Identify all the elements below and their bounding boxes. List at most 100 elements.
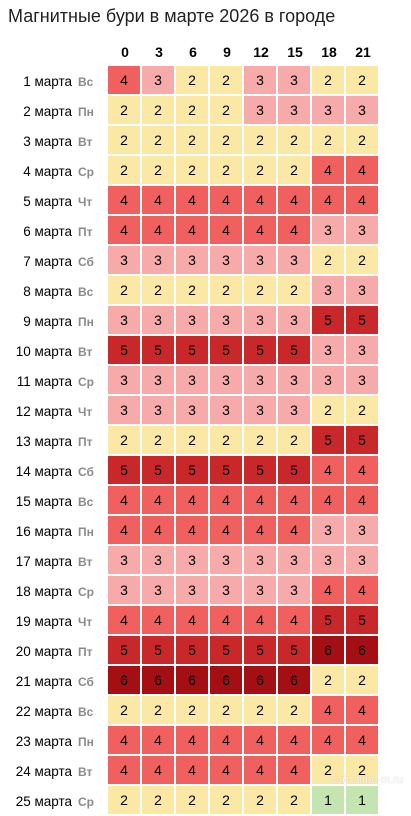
table-row: 24 марта Вт 4 4 4 4 4 4 2 2	[0, 756, 380, 786]
date-label: 23 марта	[15, 733, 72, 749]
row-label: 12 марта Чт	[0, 396, 108, 426]
kp-cell: 4	[142, 756, 176, 786]
kp-cell: 2	[312, 756, 346, 786]
kp-cell: 4	[108, 516, 142, 546]
kp-cell: 2	[312, 246, 346, 276]
kp-cell: 3	[210, 246, 244, 276]
date-label: 7 марта	[23, 253, 72, 269]
weekday-label: Вт	[78, 764, 93, 779]
date-label: 2 марта	[23, 103, 72, 119]
kp-cell: 3	[346, 276, 380, 306]
hour-header: 3	[155, 44, 163, 60]
kp-cell: 4	[142, 726, 176, 756]
hour-header: 0	[121, 44, 129, 60]
kp-cell: 5	[346, 306, 380, 336]
row-label: 4 марта Ср	[0, 156, 108, 186]
kp-cell: 3	[346, 336, 380, 366]
kp-cell: 4	[278, 756, 312, 786]
kp-cell: 2	[278, 126, 312, 156]
row-label: 15 марта Вс	[0, 486, 108, 516]
kp-cell: 4	[244, 756, 278, 786]
kp-cell: 2	[244, 276, 278, 306]
kp-cell: 5	[108, 636, 142, 666]
kp-cell: 4	[142, 186, 176, 216]
table-row: 18 марта Ср 3 3 3 3 3 3 4 4	[0, 576, 380, 606]
row-label: 24 марта Вт	[0, 756, 108, 786]
kp-cell: 3	[210, 306, 244, 336]
kp-cell: 4	[108, 486, 142, 516]
weekday-label: Ср	[78, 794, 94, 809]
table-row: 19 марта Чт 4 4 4 4 4 4 5 5	[0, 606, 380, 636]
row-label: 13 марта Пт	[0, 426, 108, 456]
table-row: 15 марта Вс 4 4 4 4 4 4 4 4	[0, 486, 380, 516]
kp-cell: 4	[278, 516, 312, 546]
kp-cell: 2	[244, 126, 278, 156]
kp-cell: 2	[210, 156, 244, 186]
row-label: 19 марта Чт	[0, 606, 108, 636]
kp-cell: 3	[176, 546, 210, 576]
table-row: 14 марта Сб 5 5 5 5 5 5 4 4	[0, 456, 380, 486]
row-label: 11 марта Ср	[0, 366, 108, 396]
row-label: 8 марта Вс	[0, 276, 108, 306]
kp-cell: 2	[142, 276, 176, 306]
date-label: 25 марта	[15, 793, 72, 809]
date-label: 20 марта	[15, 643, 72, 659]
kp-cell: 3	[278, 246, 312, 276]
kp-cell: 2	[176, 66, 210, 96]
date-label: 8 марта	[23, 283, 72, 299]
row-label: 1 марта Вс	[0, 66, 108, 96]
kp-cell: 3	[142, 396, 176, 426]
table-row: 25 марта Ср 2 2 2 2 2 2 1 1	[0, 786, 380, 816]
kp-cell: 2	[108, 96, 142, 126]
table-row: 4 марта Ср 2 2 2 2 2 2 4 4	[0, 156, 380, 186]
weekday-label: Ср	[78, 374, 94, 389]
row-label: 7 марта Сб	[0, 246, 108, 276]
kp-cell: 3	[108, 306, 142, 336]
kp-cell: 6	[244, 666, 278, 696]
weekday-label: Пт	[78, 644, 93, 659]
kp-cell: 2	[346, 246, 380, 276]
hours-header-row: 0 3 6 9 12 15 18 21	[0, 38, 380, 66]
kp-cell: 6	[142, 666, 176, 696]
kp-cell: 3	[142, 246, 176, 276]
kp-cell: 3	[108, 246, 142, 276]
table-row: 2 марта Пн 2 2 2 2 3 3 3 3	[0, 96, 380, 126]
kp-index-table: 0 3 6 9 12 15 18 21 1 марта Вс 4 3 2 2 3 3 2 2 2 м…	[0, 38, 380, 816]
table-row: 7 марта Сб 3 3 3 3 3 3 2 2	[0, 246, 380, 276]
date-label: 3 марта	[23, 133, 72, 149]
kp-cell: 2	[176, 156, 210, 186]
kp-cell: 3	[108, 396, 142, 426]
kp-cell: 5	[176, 456, 210, 486]
row-label: 25 марта Ср	[0, 786, 108, 816]
table-row: 22 марта Вс 2 2 2 2 2 2 4 4	[0, 696, 380, 726]
row-label: 9 марта Пн	[0, 306, 108, 336]
kp-cell: 5	[108, 336, 142, 366]
row-label: 5 марта Чт	[0, 186, 108, 216]
row-label: 16 марта Пн	[0, 516, 108, 546]
kp-cell: 2	[278, 276, 312, 306]
kp-cell: 2	[244, 156, 278, 186]
kp-cell: 2	[176, 276, 210, 306]
kp-cell: 5	[244, 456, 278, 486]
kp-cell: 4	[176, 606, 210, 636]
kp-cell: 4	[244, 516, 278, 546]
kp-cell: 4	[244, 726, 278, 756]
table-row: 10 марта Вт 5 5 5 5 5 5 3 3	[0, 336, 380, 366]
kp-cell: 4	[210, 186, 244, 216]
date-label: 13 марта	[15, 433, 72, 449]
kp-cell: 4	[312, 456, 346, 486]
table-row: 11 марта Ср 3 3 3 3 3 3 3 3	[0, 366, 380, 396]
kp-cell: 2	[176, 786, 210, 816]
date-label: 24 марта	[15, 763, 72, 779]
weekday-label: Вс	[78, 74, 94, 89]
weekday-label: Вт	[78, 134, 93, 149]
kp-cell: 4	[312, 576, 346, 606]
kp-cell: 3	[210, 546, 244, 576]
kp-cell: 4	[244, 186, 278, 216]
kp-cell: 4	[278, 216, 312, 246]
kp-cell: 4	[346, 186, 380, 216]
kp-cell: 2	[176, 696, 210, 726]
table-row: 8 марта Вс 2 2 2 2 2 2 3 3	[0, 276, 380, 306]
kp-cell: 3	[346, 366, 380, 396]
date-label: 16 марта	[15, 523, 72, 539]
